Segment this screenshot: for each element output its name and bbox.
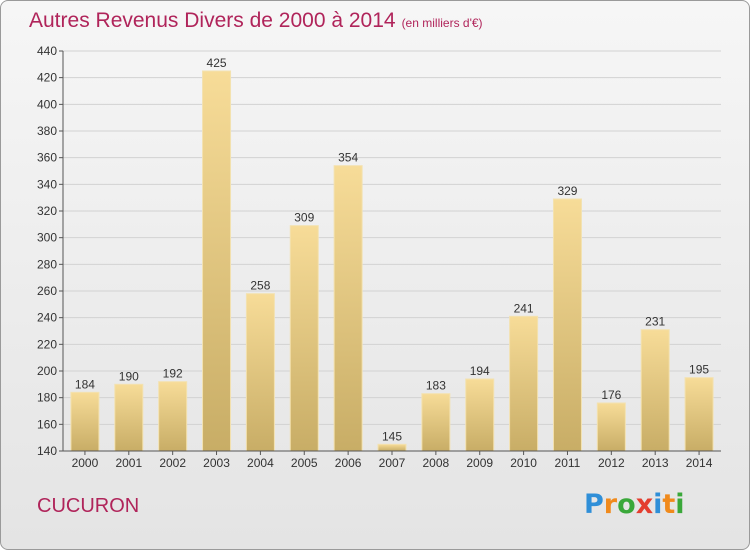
y-tick-label: 440 xyxy=(37,44,57,58)
logo-letter: P xyxy=(584,489,604,520)
x-tick-label: 2013 xyxy=(642,456,669,470)
logo-letter: i xyxy=(653,489,663,520)
x-tick-label: 2000 xyxy=(72,456,99,470)
bar xyxy=(596,402,626,452)
bar xyxy=(158,381,188,452)
y-tick-label: 220 xyxy=(37,337,57,351)
chart-title: Autres Revenus Divers de 2000 à 2014 (en … xyxy=(29,9,483,33)
bar xyxy=(552,198,582,452)
y-tick-label: 140 xyxy=(37,444,57,458)
y-tick-label: 240 xyxy=(37,311,57,325)
logo-letter: i xyxy=(675,489,685,520)
logo-letter: r xyxy=(603,489,618,520)
bar xyxy=(509,315,539,452)
bar-value-label: 145 xyxy=(382,429,402,443)
bar-value-label: 190 xyxy=(119,369,139,383)
bar-value-label: 184 xyxy=(75,377,95,391)
bar-value-label: 194 xyxy=(470,364,490,378)
x-tick-label: 2008 xyxy=(423,456,450,470)
bar xyxy=(289,225,319,452)
x-tick-label: 2010 xyxy=(510,456,537,470)
bar-value-label: 195 xyxy=(689,363,709,377)
y-tick-label: 380 xyxy=(37,124,57,138)
x-tick-label: 2011 xyxy=(555,456,581,470)
bar-value-label: 176 xyxy=(601,388,621,402)
commune-name: CUCURON xyxy=(37,495,140,517)
x-tick-label: 2001 xyxy=(115,456,142,470)
y-tick-label: 260 xyxy=(37,284,57,298)
bar-value-label: 231 xyxy=(645,315,665,329)
x-tick-label: 2014 xyxy=(686,456,713,470)
proxiti-logo: Proxiti xyxy=(584,489,685,520)
title-text: Autres Revenus Divers de 2000 à 2014 xyxy=(29,9,396,32)
y-tick-label: 360 xyxy=(37,151,57,165)
x-tick-label: 2009 xyxy=(466,456,493,470)
bar xyxy=(70,391,100,452)
bar-value-label: 329 xyxy=(557,184,577,198)
bar xyxy=(640,329,670,452)
bar-value-label: 258 xyxy=(250,279,270,293)
bar-value-label: 425 xyxy=(207,56,227,70)
bar xyxy=(684,377,714,452)
y-tick-label: 400 xyxy=(37,97,57,111)
y-tick-label: 300 xyxy=(37,231,57,245)
bar-value-label: 354 xyxy=(338,151,358,165)
bar xyxy=(333,165,363,452)
bar xyxy=(465,378,495,452)
x-tick-label: 2012 xyxy=(598,456,625,470)
y-tick-label: 280 xyxy=(37,257,57,271)
logo-letter: t xyxy=(662,489,676,520)
y-tick-label: 160 xyxy=(37,417,57,431)
bar-value-label: 183 xyxy=(426,379,446,393)
bar xyxy=(421,393,451,452)
x-tick-label: 2005 xyxy=(291,456,318,470)
bar xyxy=(377,443,407,452)
bar-value-label: 241 xyxy=(514,301,534,315)
x-tick-label: 2006 xyxy=(335,456,362,470)
bar xyxy=(114,383,144,452)
chart-subtitle: (en milliers d'€) xyxy=(401,16,483,30)
logo-letter: x xyxy=(635,489,654,520)
bar-value-label: 309 xyxy=(294,211,314,225)
x-tick-label: 2002 xyxy=(159,456,186,470)
y-tick-label: 420 xyxy=(37,71,57,85)
y-tick-label: 180 xyxy=(37,391,57,405)
y-tick-label: 200 xyxy=(37,364,57,378)
x-tick-label: 2007 xyxy=(379,456,406,470)
x-tick-label: 2004 xyxy=(247,456,274,470)
x-tick-label: 2003 xyxy=(203,456,230,470)
bar-value-label: 192 xyxy=(163,367,183,381)
y-tick-label: 340 xyxy=(37,177,57,191)
bar xyxy=(245,293,275,452)
bar xyxy=(202,70,232,452)
logo-letter: o xyxy=(617,489,636,520)
y-tick-label: 320 xyxy=(37,204,57,218)
